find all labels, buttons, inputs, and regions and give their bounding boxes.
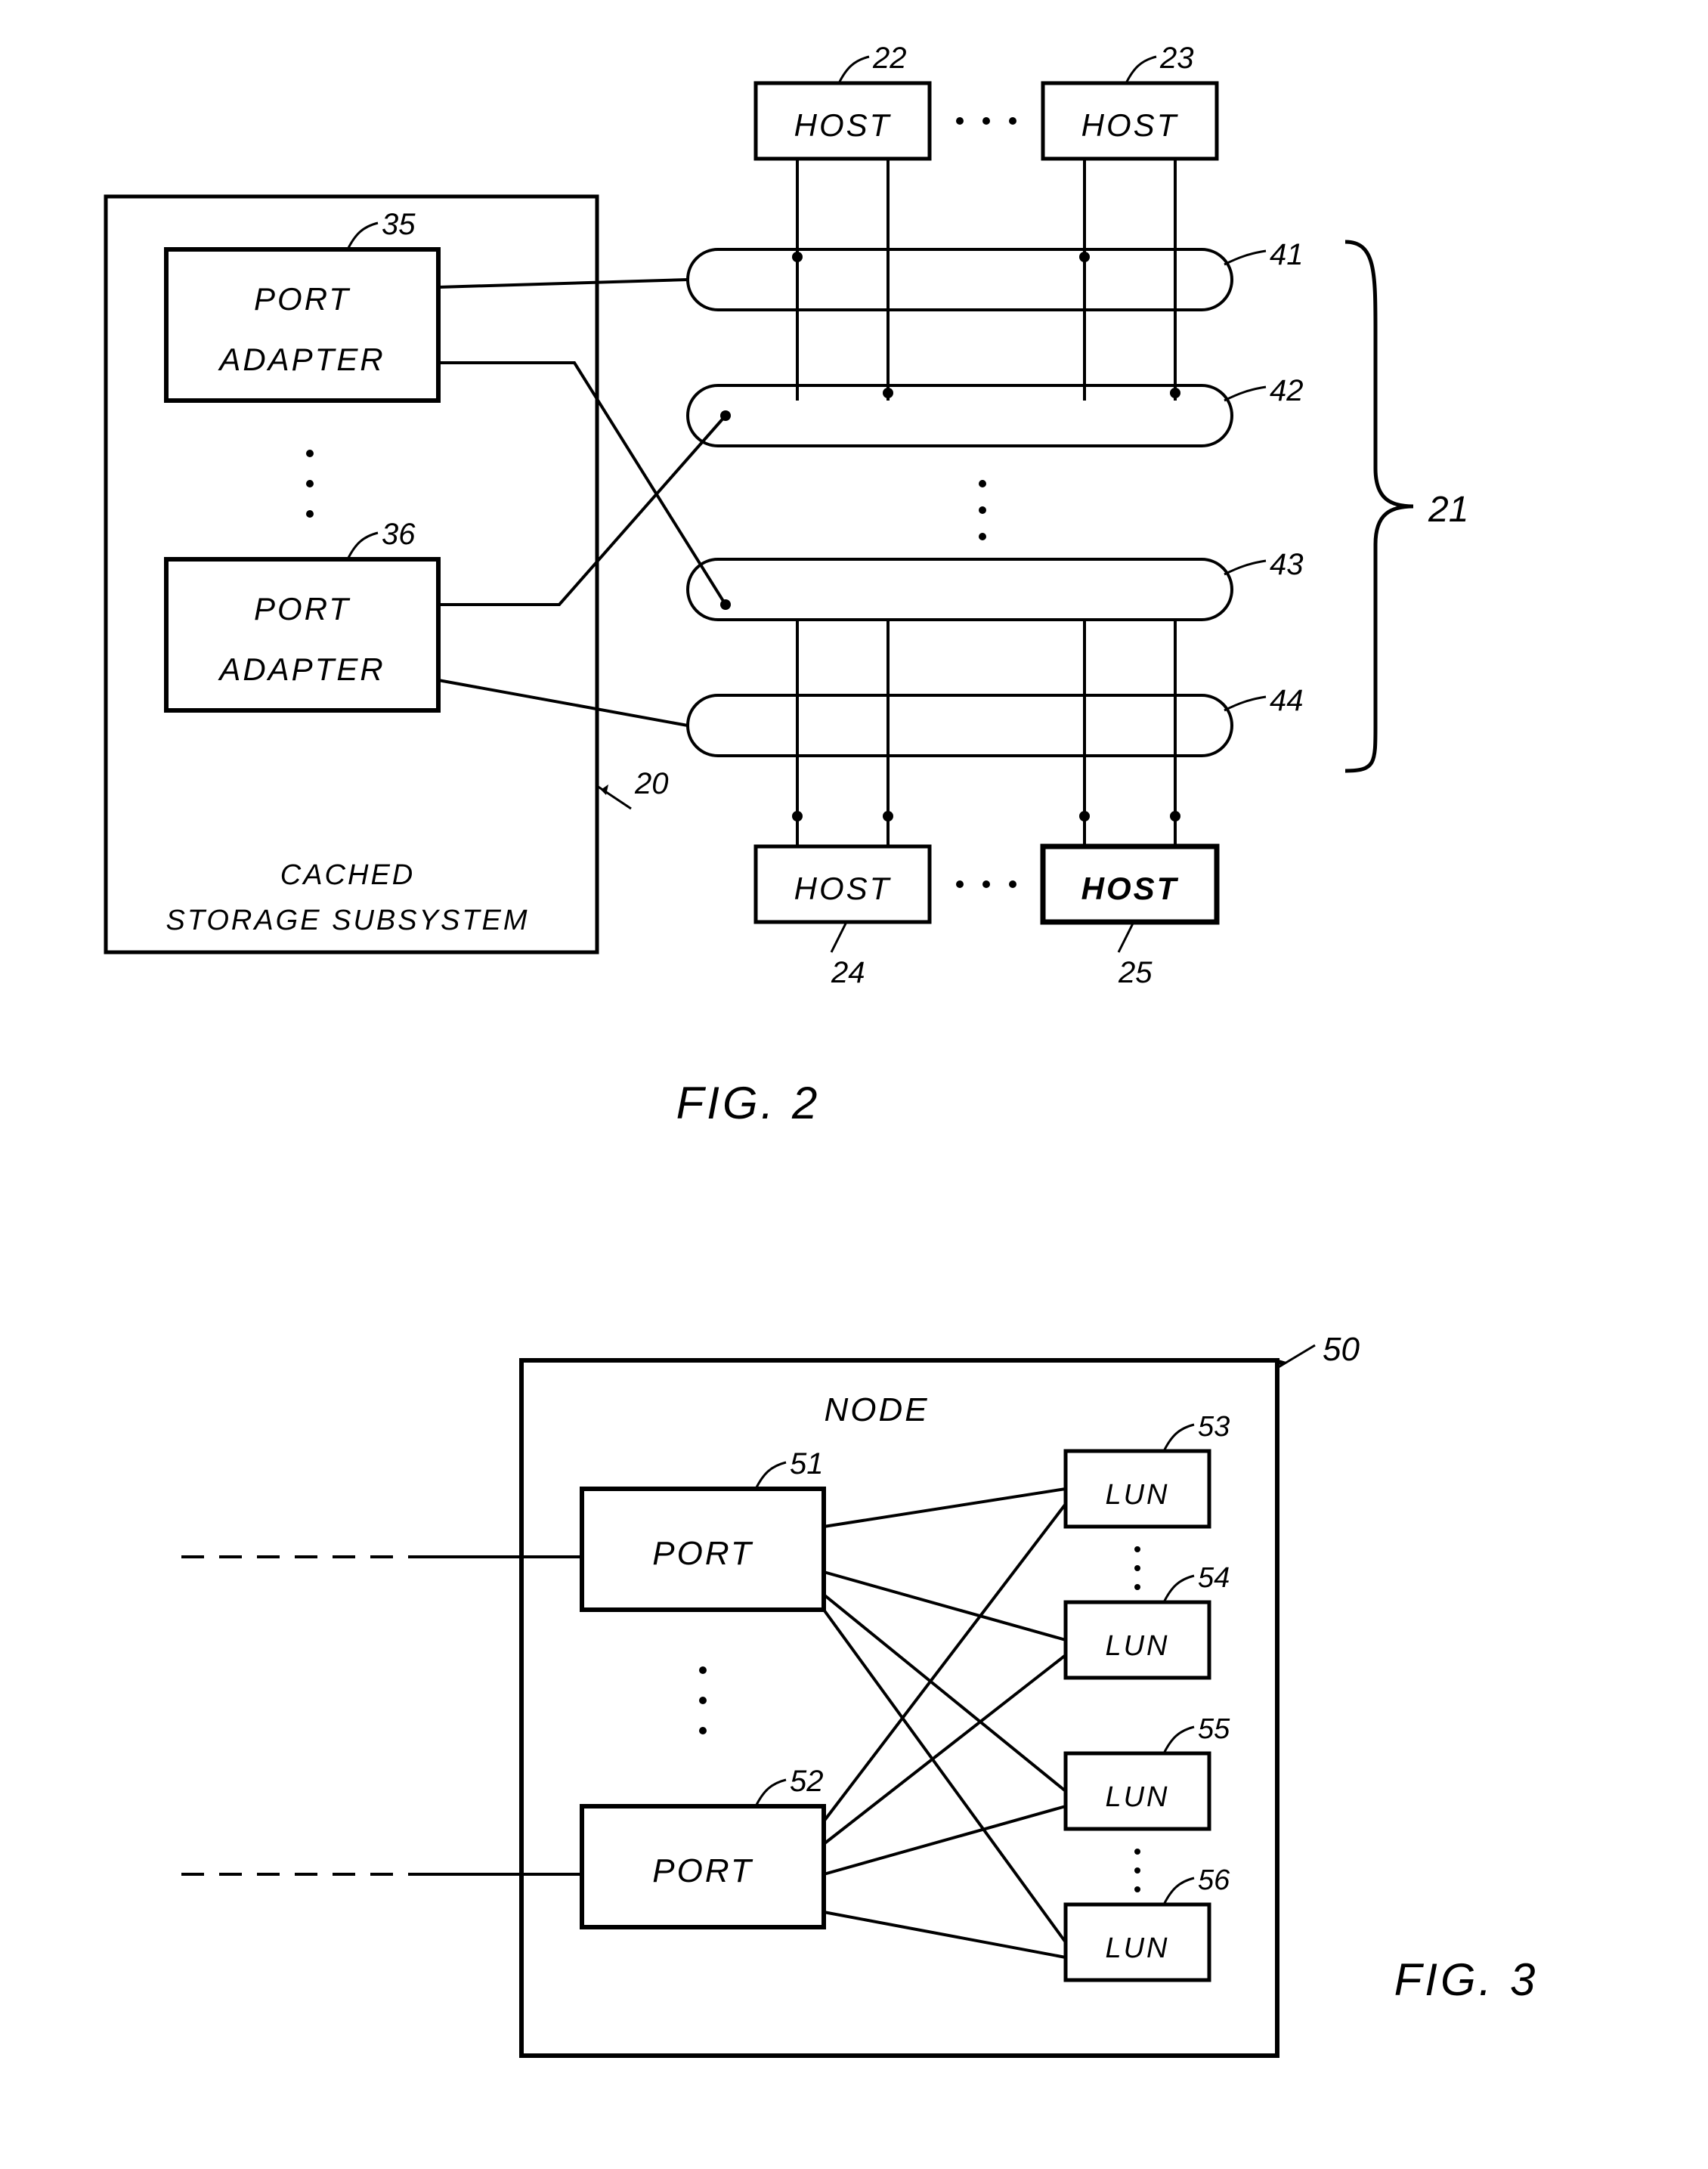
cached-label-2: STORAGE SUBSYSTEM [166,905,529,936]
loop-43 [688,559,1232,620]
ref-53: 53 [1198,1411,1230,1443]
pa1-line2: ADAPTER [217,342,385,377]
port-adapter-2-box [166,559,438,710]
host-22-label: HOST [794,107,892,143]
ref-44: 44 [1270,684,1304,717]
leader-36 [348,533,378,559]
loop-41 [688,249,1232,310]
loop-44 [688,695,1232,756]
lun-56-label: LUN [1105,1932,1169,1964]
fig2-group: CACHED STORAGE SUBSYSTEM 20 PORT ADAPTER… [106,42,1468,1128]
ref-20: 20 [634,767,669,800]
lun-54-label: LUN [1105,1630,1169,1662]
ref-22: 22 [872,42,907,75]
port-1-label: PORT [652,1535,753,1572]
pa2-line1: PORT [254,591,351,627]
leader-35 [348,223,378,249]
fig2-title: FIG. 2 [676,1078,821,1128]
brace-21 [1345,242,1413,771]
ref-25: 25 [1118,956,1153,989]
pa1-line1: PORT [254,281,351,317]
ref-41: 41 [1270,238,1304,271]
ref-50: 50 [1323,1331,1360,1368]
pa2-line2: ADAPTER [217,651,385,687]
ref-56: 56 [1198,1864,1230,1896]
ref-23: 23 [1159,42,1194,75]
port-adapter-1-box [166,249,438,401]
fig3-title: FIG. 3 [1394,1954,1539,2005]
ref-35: 35 [382,208,416,241]
cached-storage-box [106,196,597,952]
ref-54: 54 [1198,1562,1230,1594]
host-23-label: HOST [1081,107,1179,143]
lun-53-label: LUN [1105,1479,1169,1511]
ref-55: 55 [1198,1713,1230,1745]
ref-51: 51 [790,1447,824,1481]
cached-label-1: CACHED [280,859,415,891]
ref-52: 52 [790,1765,824,1798]
host-25-label: HOST [1081,871,1179,906]
ref-24: 24 [831,956,865,989]
node-label: NODE [824,1391,929,1428]
diagram-canvas: CACHED STORAGE SUBSYSTEM 20 PORT ADAPTER… [30,30,1678,2139]
port-2-label: PORT [652,1852,753,1889]
lun-55-label: LUN [1105,1781,1169,1813]
loop-42 [688,385,1232,446]
ref-42: 42 [1270,374,1304,407]
ref-43: 43 [1270,548,1304,581]
fig3-group: NODE 50 PORT 51 PORT 52 LUN 53 [181,1331,1538,2056]
ref-21: 21 [1428,490,1468,530]
host-24-label: HOST [794,871,892,906]
ref-36: 36 [382,518,416,551]
